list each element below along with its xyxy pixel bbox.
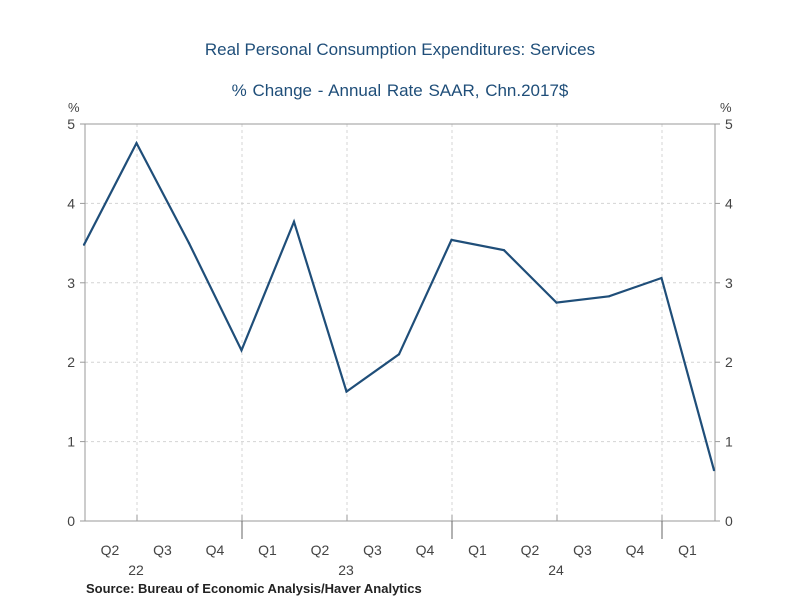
data-point xyxy=(187,242,191,245)
y-axis-right-unit: % xyxy=(720,100,732,115)
x-tick-label-quarter: Q1 xyxy=(258,542,277,558)
x-tick-label-quarter: Q2 xyxy=(101,542,120,558)
data-point xyxy=(240,349,243,352)
series-line xyxy=(83,140,716,471)
x-tick-label-quarter: Q2 xyxy=(521,542,540,558)
data-point xyxy=(292,220,296,223)
y-tick-label-right: 3 xyxy=(725,275,733,291)
grid xyxy=(85,124,715,521)
y-tick-label-left: 1 xyxy=(67,434,75,450)
x-tick-label-quarter: Q2 xyxy=(311,542,330,558)
data-point xyxy=(397,353,401,356)
x-tick-label-quarter: Q3 xyxy=(363,542,382,558)
plot-frame xyxy=(84,123,716,522)
data-point xyxy=(660,276,663,280)
y-tick-label-right: 2 xyxy=(725,354,733,370)
y-tick-label-right: 4 xyxy=(725,195,733,211)
axes: % % 0 01 12 23 34 45 5Q2 Q3 Q4 Q1 Q2 Q3 Q4 Q1 Q2 Q3 Q4 Q1… xyxy=(67,100,733,578)
chart-title: Real Personal Consumption Expenditures: … xyxy=(204,40,596,59)
x-tick-label-quarter: Q3 xyxy=(153,542,172,558)
data-point xyxy=(82,243,86,246)
data-point xyxy=(607,295,611,298)
chart-subtitle: % Change - Annual Rate SAAR, Chn.2017$ xyxy=(231,81,569,100)
y-tick-label-left: 0 xyxy=(67,513,75,529)
y-axis-left-unit: % xyxy=(68,100,80,115)
x-tick-label-quarter: Q4 xyxy=(206,542,225,558)
x-tick-label-quarter: Q1 xyxy=(678,542,697,558)
x-tick-label-quarter: Q4 xyxy=(416,542,435,558)
x-tick-label-quarter: Q3 xyxy=(573,542,592,558)
data-point xyxy=(345,390,348,393)
series-group xyxy=(82,140,716,472)
source-note: Source: Bureau of Economic Analysis/Have… xyxy=(86,581,422,596)
x-tick-label-year: 24 xyxy=(548,562,564,578)
y-tick-label-left: 4 xyxy=(67,195,75,211)
y-tick-label-left: 2 xyxy=(67,354,75,370)
x-tick-label-year: 23 xyxy=(338,562,354,578)
data-point xyxy=(502,249,506,252)
y-tick-label-right: 1 xyxy=(725,434,733,450)
x-tick-label-quarter: Q1 xyxy=(468,542,487,558)
y-tick-label-right: 0 xyxy=(725,513,733,529)
data-point xyxy=(712,469,716,472)
x-tick-label-year: 22 xyxy=(128,562,144,578)
y-tick-label-right: 5 xyxy=(725,116,733,132)
x-tick-label-quarter: Q4 xyxy=(626,542,645,558)
data-point xyxy=(555,301,558,304)
data-point xyxy=(450,238,453,242)
data-point xyxy=(135,141,138,145)
y-tick-label-left: 3 xyxy=(67,275,75,291)
y-tick-label-left: 5 xyxy=(67,116,75,132)
